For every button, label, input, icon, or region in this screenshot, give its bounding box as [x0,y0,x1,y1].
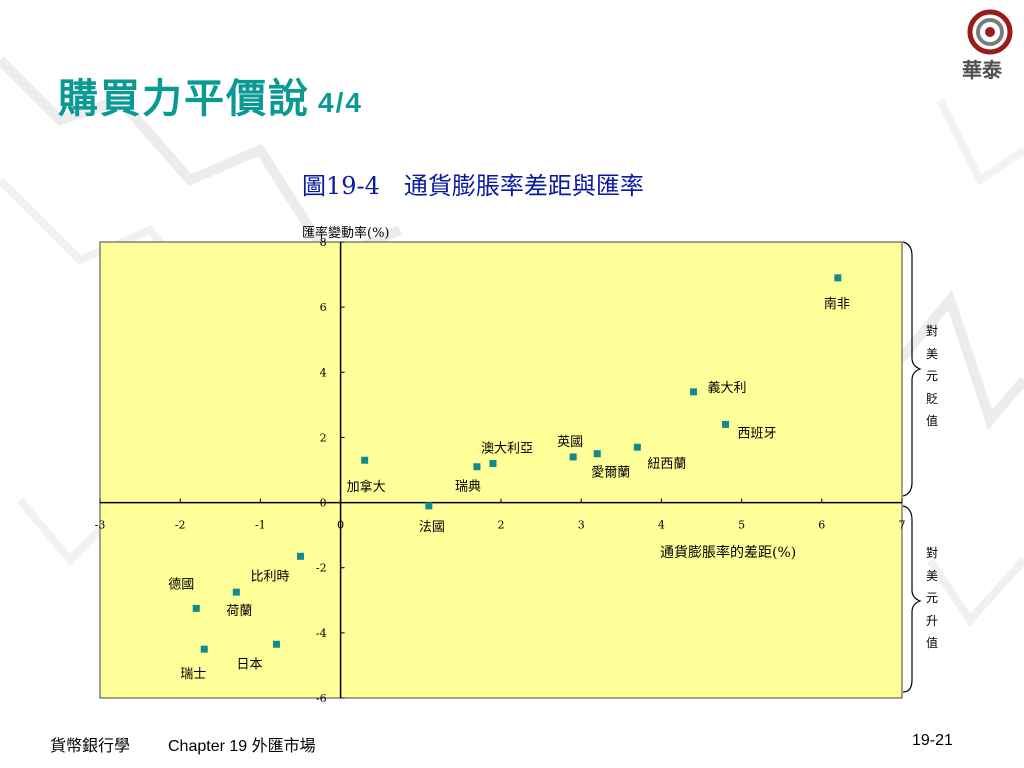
point-label: 瑞士 [180,667,206,682]
data-point [192,604,200,612]
y-tick-label: 4 [320,366,327,379]
data-point [272,640,280,648]
footer-course: 貨幣銀行學 [50,738,131,755]
logo-text: 華泰 [962,58,1002,82]
data-point [633,443,641,451]
logo-icon [967,9,1013,55]
point-label: 南非 [824,296,850,312]
slide-title-text: 購買力平價說 [58,75,310,122]
x-tick-label: -2 [175,519,186,532]
data-point [425,502,433,510]
slide-title-page: 4/4 [318,87,363,118]
y-tick-label: -4 [316,627,327,640]
data-point [200,645,208,653]
y-tick-label: 6 [320,301,327,314]
y-tick-label: -2 [316,562,327,575]
depreciation-label: 對美元貶值 [925,324,938,428]
x-tick-label: 0 [337,519,344,532]
data-point [689,388,697,396]
x-tick-label: 7 [899,519,906,532]
point-label: 義大利 [707,380,746,396]
y-tick-label: 2 [320,431,327,444]
point-label: 澳大利亞 [481,440,533,456]
footer-page-number: 19-21 [912,732,953,749]
point-label: 荷蘭 [226,603,252,619]
y-tick-label: 0 [320,497,327,510]
point-label: 比利時 [251,569,290,584]
data-point [489,459,497,467]
point-label: 法國 [419,520,445,535]
appreciation-label: 對美元升值 [925,546,938,650]
x-tick-label: 6 [818,519,825,532]
figure-caption: 圖19-4 通貨膨脹率差距與匯率 [302,172,644,200]
x-tick-label: 3 [578,519,585,532]
y-axis-label: 匯率變動率(%) [302,225,390,241]
data-point [232,588,240,596]
data-point [473,463,481,471]
x-tick-label: 2 [498,519,505,532]
point-label: 西班牙 [738,426,777,441]
plot-area [99,241,903,699]
brace-appreciation [902,505,922,693]
slide-title: 購買力平價說 4/4 [58,66,363,124]
data-point [361,456,369,464]
point-label: 英國 [557,435,583,450]
x-tick-label: -3 [95,519,106,532]
y-tick-label: 8 [320,236,327,249]
point-label: 日本 [236,657,262,672]
point-label: 瑞典 [455,480,481,495]
data-point [297,552,304,560]
data-point [593,450,601,458]
x-axis-label: 通貨膨脹率的差距(%) [660,544,796,561]
point-label: 紐西蘭 [647,456,686,472]
point-label: 德國 [168,577,194,592]
x-tick-label: -1 [255,519,266,532]
axis-ticks: -3 -2 -1 0 2 3 4 5 6 7 8 6 4 2 0 -2 -4 -6 [95,236,906,705]
footer-chapter: Chapter 19 外匯市場 [168,738,316,755]
x-tick-label: 5 [738,519,745,532]
x-tick-label: 4 [658,519,665,532]
data-point [722,420,730,428]
data-point [569,453,577,461]
brace-depreciation [902,241,922,497]
data-point [834,274,842,282]
point-label: 加拿大 [347,479,386,495]
y-tick-label: -6 [316,692,327,705]
point-label: 愛爾蘭 [591,465,630,481]
